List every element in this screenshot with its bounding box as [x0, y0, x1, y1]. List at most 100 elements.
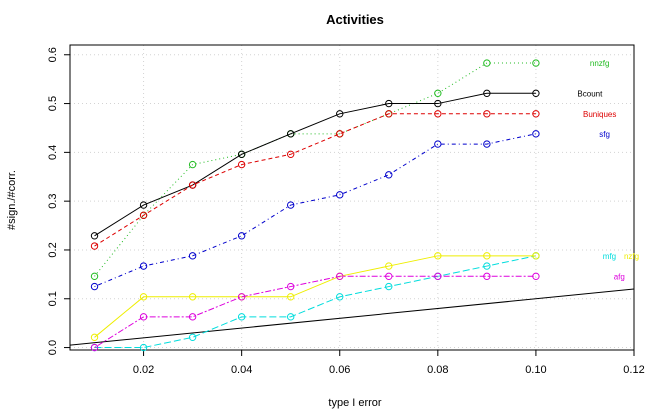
series-group: [90, 59, 540, 352]
chart-title: Activities: [326, 12, 384, 27]
y-tick-label: 0.5: [47, 96, 59, 111]
data-point-Bcount: [434, 99, 442, 108]
data-point-nzfg: [139, 293, 148, 301]
data-point-sfg: [188, 252, 197, 260]
series-label-mfg: mfg: [603, 252, 616, 261]
data-point-mfg: [237, 313, 246, 321]
series-line-mfg: [94, 255, 537, 349]
data-point-Bcount: [286, 130, 295, 138]
y-tick-label: 0.0: [47, 340, 59, 355]
series-Buniques: [90, 110, 540, 250]
data-point-Bcount: [385, 99, 393, 108]
data-point-Buniques: [483, 110, 491, 118]
series-line-sfg: [94, 133, 537, 288]
y-tick-label: 0.3: [47, 194, 59, 209]
x-axis-label: type I error: [328, 397, 382, 409]
data-point-nnzfg: [483, 59, 491, 67]
data-point-Buniques: [286, 150, 295, 159]
data-point-afg: [385, 272, 393, 281]
data-point-Buniques: [434, 110, 442, 118]
data-point-afg: [483, 272, 491, 281]
series-label-Buniques: Buniques: [583, 110, 616, 119]
x-tick-label: 0.06: [329, 364, 350, 376]
data-point-afg: [532, 272, 540, 281]
data-point-sfg: [237, 232, 246, 240]
data-point-nzfg: [385, 262, 393, 270]
series-afg: [90, 272, 540, 352]
series-sfg: [90, 130, 540, 291]
data-point-mfg: [188, 333, 197, 342]
series-Bcount: [90, 89, 540, 240]
data-point-nzfg: [532, 252, 540, 260]
data-point-afg: [90, 343, 99, 352]
data-point-nzfg: [434, 252, 442, 260]
data-point-nnzfg: [434, 89, 442, 98]
data-point-mfg: [286, 313, 295, 321]
series-nnzfg: [90, 59, 540, 281]
axes: 0.02 0.04 0.06 0.08 0.10 0.12 0.0 0.1 0.2 0.3 0.4 0…: [47, 44, 645, 376]
data-point-afg: [237, 293, 246, 301]
data-point-Bcount: [237, 150, 246, 159]
series-label-nzfg: nzfg: [624, 252, 639, 261]
data-point-Buniques: [139, 211, 148, 220]
data-point-sfg: [532, 130, 540, 138]
series-label-Bcount: Bcount: [577, 89, 603, 98]
data-point-Buniques: [237, 160, 246, 169]
data-point-Bcount: [336, 110, 344, 118]
data-point-nnzfg: [532, 59, 540, 67]
grid-lines: [70, 45, 635, 350]
data-point-sfg: [434, 140, 442, 148]
x-tick-label: 0.02: [133, 364, 154, 376]
data-point-sfg: [139, 262, 148, 270]
data-point-Buniques: [532, 110, 540, 118]
data-point-Buniques: [385, 110, 393, 118]
data-point-afg: [139, 313, 148, 321]
x-tick-label: 0.10: [525, 364, 546, 376]
data-point-mfg: [336, 293, 344, 301]
series-line-afg: [94, 275, 536, 348]
data-point-Bcount: [483, 89, 491, 98]
data-point-sfg: [385, 171, 393, 179]
data-point-Buniques: [90, 242, 99, 250]
series-label-nnzfg: nnzfg: [590, 59, 610, 68]
data-point-Buniques: [188, 181, 197, 189]
reference-diagonal-line: [70, 288, 634, 346]
x-tick-label: 0.04: [231, 364, 252, 376]
reference-line: [70, 288, 634, 346]
y-tick-label: 0.2: [47, 242, 59, 257]
data-point-Buniques: [336, 130, 344, 138]
data-point-nzfg: [90, 333, 99, 342]
data-point-sfg: [483, 140, 491, 148]
data-point-afg: [286, 282, 295, 291]
data-point-mfg: [139, 343, 148, 352]
data-point-afg: [188, 313, 197, 321]
series-nzfg: [90, 252, 540, 342]
data-point-mfg: [385, 282, 393, 291]
series-line-nzfg: [94, 255, 536, 338]
plot-frame: [69, 44, 635, 351]
series-label-sfg: sfg: [599, 130, 610, 139]
data-point-sfg: [286, 201, 295, 209]
data-point-nzfg: [188, 293, 197, 301]
y-axis-label: #sign./#corr.: [6, 170, 18, 230]
y-tick-label: 0.4: [47, 145, 59, 160]
y-tick-label: 0.6: [47, 47, 59, 62]
data-point-afg: [434, 272, 442, 281]
data-point-mfg: [483, 262, 491, 270]
data-point-sfg: [90, 282, 99, 291]
data-point-sfg: [336, 191, 344, 199]
data-point-nzfg: [483, 252, 491, 260]
x-tick-label: 0.08: [427, 364, 448, 376]
data-point-nzfg: [286, 293, 295, 301]
data-point-Bcount: [90, 232, 99, 240]
series-line-nnzfg: [94, 62, 536, 277]
data-point-afg: [336, 272, 344, 281]
data-point-Bcount: [532, 89, 540, 98]
series-labels: nnzfg Bcount Buniques sfg mfg nzfg afg: [577, 59, 639, 281]
y-tick-label: 0.1: [47, 291, 59, 306]
series-label-afg: afg: [614, 272, 625, 281]
x-tick-label: 0.12: [623, 364, 644, 376]
series-line-Buniques: [94, 113, 536, 247]
data-point-Bcount: [139, 201, 148, 209]
